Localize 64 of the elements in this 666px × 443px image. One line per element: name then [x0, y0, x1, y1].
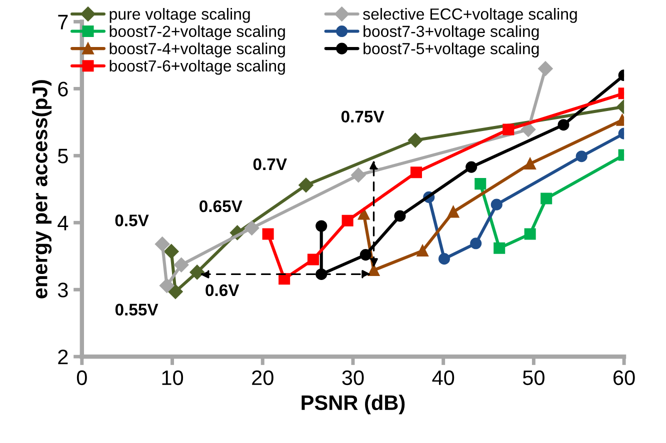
- point: [244, 220, 260, 236]
- x-tick-label: 40: [432, 370, 454, 386]
- point: [190, 264, 204, 280]
- point: [394, 210, 406, 222]
- legend-label: boost7-6+voltage scaling: [110, 60, 285, 75]
- point: [160, 278, 174, 293]
- annotation: 0.65V: [200, 200, 242, 212]
- legend-label: boost7-5+voltage scaling: [364, 42, 539, 58]
- legend-label: pure voltage scaling: [110, 8, 250, 23]
- point: [490, 198, 502, 210]
- point: [502, 124, 514, 136]
- x-tick-label: 10: [162, 370, 184, 386]
- point: [410, 166, 422, 178]
- point: [307, 254, 319, 266]
- point: [576, 150, 588, 162]
- point: [316, 268, 328, 280]
- point: [448, 206, 460, 218]
- point: [494, 242, 506, 254]
- annotation: 0.6V: [206, 284, 240, 296]
- point: [316, 220, 328, 232]
- point: [174, 258, 189, 272]
- y-tick-label: 7: [58, 14, 68, 30]
- annotation: 0.7V: [253, 158, 287, 170]
- point: [164, 244, 179, 259]
- y-tick-label: 4: [58, 216, 68, 230]
- annotation: 0.55V: [115, 304, 158, 316]
- legend-label: selective ECC+voltage scaling: [363, 8, 577, 23]
- point: [298, 178, 314, 192]
- point: [358, 208, 370, 220]
- y-axis-title: energy per access(pJ): [32, 80, 52, 298]
- x-axis-title: PSNR (dB): [302, 394, 405, 414]
- legend-label: boost7-3+voltage scaling: [364, 25, 539, 40]
- point: [524, 158, 536, 170]
- point: [558, 119, 570, 131]
- legend-label: boost7-2+voltage scaling: [110, 25, 285, 40]
- x-tick-label: 20: [252, 370, 274, 386]
- y-tick-label: 3: [58, 282, 68, 298]
- point: [466, 161, 478, 173]
- point: [278, 273, 290, 285]
- point: [438, 253, 450, 265]
- point: [416, 245, 428, 257]
- point: [342, 214, 354, 226]
- point: [351, 168, 366, 182]
- y-tick-label: 5: [58, 148, 68, 164]
- point: [540, 192, 552, 204]
- y-tick-label: 6: [58, 82, 68, 96]
- point: [168, 284, 183, 299]
- x-tick-label: 0: [76, 370, 87, 386]
- point: [538, 61, 553, 76]
- point: [155, 236, 170, 252]
- point: [360, 249, 372, 261]
- point: [470, 238, 482, 250]
- x-tick-label: 50: [522, 370, 544, 386]
- point: [262, 228, 274, 240]
- y-tick-label: 2: [58, 350, 68, 364]
- x-tick-label: 60: [614, 370, 635, 386]
- point: [368, 264, 380, 276]
- x-tick-label: 30: [342, 370, 364, 386]
- annotation: 0.5V: [115, 214, 149, 226]
- point: [474, 178, 486, 190]
- legend-label: boost7-4+voltage scaling: [110, 42, 285, 58]
- point: [408, 132, 423, 148]
- annotation: 0.75V: [341, 110, 384, 123]
- point: [524, 228, 536, 240]
